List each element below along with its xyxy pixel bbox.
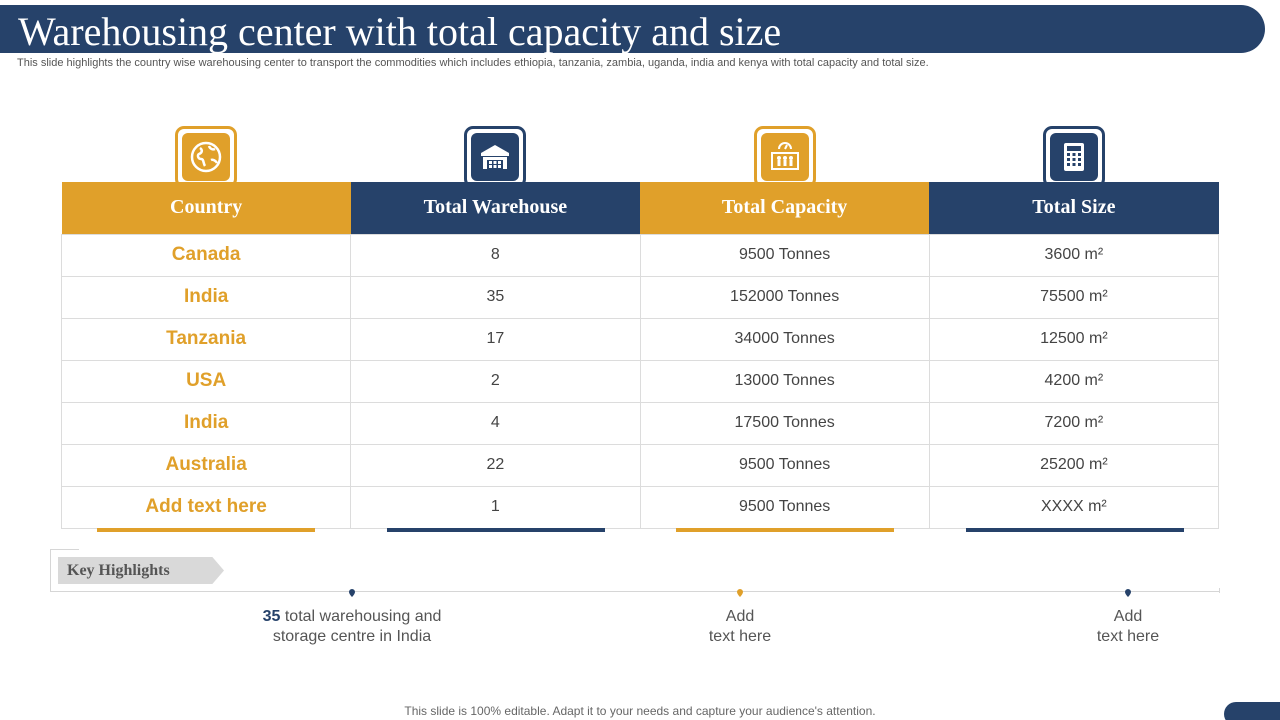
cell-country: Canada: [60, 233, 352, 277]
highlight-text: Add: [1113, 608, 1143, 625]
cell-size: XXXX m²: [928, 485, 1220, 529]
column-underline-capacity: [676, 528, 894, 532]
page-title: Warehousing center with total capacity a…: [18, 9, 782, 54]
cell-warehouses: 17: [350, 317, 641, 361]
cell-country: India: [60, 275, 352, 319]
pin-icon: [349, 589, 355, 597]
cell-country: India: [60, 401, 352, 445]
highlight-number: 35: [262, 608, 281, 625]
column-underline-size: [966, 528, 1184, 532]
capacity-gauge-icon: [754, 126, 816, 188]
highlight-text: total warehousing and: [284, 608, 442, 625]
key-highlights-corner: [50, 549, 79, 592]
highlight-text: Add: [725, 608, 755, 625]
column-underline-warehouse: [387, 528, 605, 532]
header-country: Country: [61, 182, 351, 234]
cell-warehouses: 22: [350, 443, 641, 487]
highlight-item-3: Add text here: [1008, 607, 1248, 647]
cell-capacity: 9500 Tonnes: [639, 233, 930, 277]
highlight-item-2: Add text here: [620, 607, 860, 647]
cell-warehouses: 8: [350, 233, 641, 277]
footer-note: This slide is 100% editable. Adapt it to…: [404, 704, 876, 718]
table-row: USA 2 13000 Tonnes 4200 m²: [60, 359, 1220, 403]
title-bar: Warehousing center with total capacity a…: [0, 5, 1265, 54]
key-highlights-end-tick: [1219, 588, 1220, 593]
warehouse-icon: [464, 126, 526, 188]
highlight-text: text here: [708, 628, 772, 645]
highlight-item-1: 35 total warehousing and storage centre …: [232, 607, 472, 647]
corner-tab: [1224, 702, 1280, 720]
header-total-capacity: Total Capacity: [640, 182, 930, 234]
header-total-size: Total Size: [929, 182, 1219, 234]
cell-size: 7200 m²: [928, 401, 1220, 445]
header-total-warehouse: Total Warehouse: [350, 182, 640, 234]
cell-warehouses: 4: [350, 401, 641, 445]
cell-size: 4200 m²: [928, 359, 1220, 403]
table-header-row: Country Total Warehouse Total Capacity T…: [61, 182, 1219, 234]
cell-country: Australia: [60, 443, 352, 487]
cell-capacity: 13000 Tonnes: [639, 359, 930, 403]
cell-warehouses: 2: [350, 359, 641, 403]
globe-icon: [175, 126, 237, 188]
cell-country: Add text here: [60, 485, 352, 529]
cell-size: 12500 m²: [928, 317, 1220, 361]
highlight-text: storage centre in India: [272, 628, 432, 645]
cell-warehouses: 35: [350, 275, 641, 319]
table-row: Tanzania 17 34000 Tonnes 12500 m²: [60, 317, 1220, 361]
key-highlights-label: Key Highlights: [58, 557, 224, 584]
table-row: India 4 17500 Tonnes 7200 m²: [60, 401, 1220, 445]
cell-capacity: 34000 Tonnes: [639, 317, 930, 361]
cell-capacity: 17500 Tonnes: [639, 401, 930, 445]
table-row: Australia 22 9500 Tonnes 25200 m²: [60, 443, 1220, 487]
cell-country: USA: [60, 359, 352, 403]
column-underline-country: [97, 528, 315, 532]
cell-size: 3600 m²: [928, 233, 1220, 277]
pin-icon: [737, 589, 743, 597]
cell-warehouses: 1: [350, 485, 641, 529]
cell-country: Tanzania: [60, 317, 352, 361]
cell-size: 75500 m²: [928, 275, 1220, 319]
page-subtitle: This slide highlights the country wise w…: [17, 57, 929, 69]
cell-capacity: 9500 Tonnes: [639, 485, 930, 529]
table-row: Add text here 1 9500 Tonnes XXXX m²: [60, 485, 1220, 529]
cell-capacity: 152000 Tonnes: [639, 275, 930, 319]
table-row: India 35 152000 Tonnes 75500 m²: [60, 275, 1220, 319]
calculator-icon: [1043, 126, 1105, 188]
highlight-text: text here: [1096, 628, 1160, 645]
cell-capacity: 9500 Tonnes: [639, 443, 930, 487]
key-highlights-frame: [50, 549, 1220, 592]
warehouse-table: Country Total Warehouse Total Capacity T…: [60, 182, 1220, 529]
table-row: Canada 8 9500 Tonnes 3600 m²: [60, 233, 1220, 277]
cell-size: 25200 m²: [928, 443, 1220, 487]
pin-icon: [1125, 589, 1131, 597]
